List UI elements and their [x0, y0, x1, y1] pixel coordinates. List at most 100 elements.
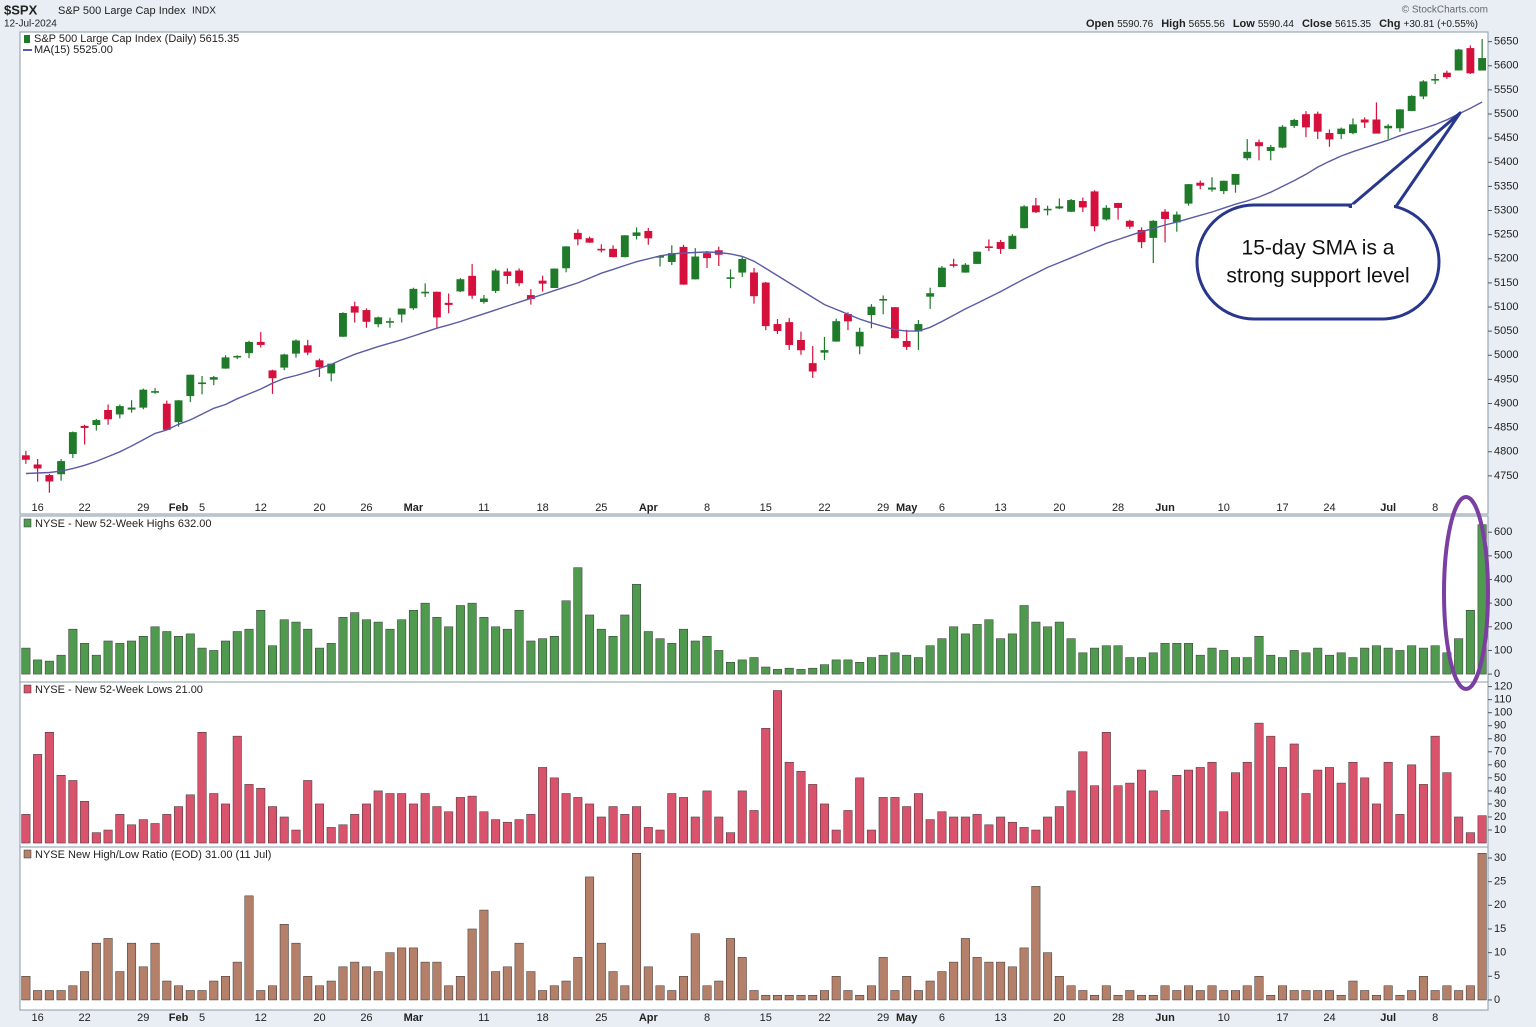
x-tick-label: 8 [1432, 1012, 1438, 1024]
bar [585, 803, 595, 844]
candle-body [1431, 78, 1440, 81]
y-tick-label: 400 [1494, 573, 1512, 585]
legend-entry: NYSE - New 52-Week Lows 21.00 [35, 684, 203, 696]
bar [819, 803, 829, 844]
bar [1148, 790, 1158, 844]
bar [1066, 985, 1076, 1001]
y-tick-label: 120 [1494, 681, 1512, 693]
x-tick-label: 20 [313, 1012, 325, 1024]
x-tick-label: 17 [1276, 502, 1288, 514]
candle-body [562, 246, 571, 269]
bar [690, 933, 700, 1001]
x-tick-label: 24 [1323, 502, 1335, 514]
bar [749, 810, 759, 844]
candle-body [1020, 206, 1029, 229]
bar [866, 657, 876, 675]
bar [632, 583, 642, 675]
bar [1465, 609, 1475, 675]
candle-body [691, 256, 700, 280]
bar [1043, 952, 1053, 1001]
candle-body [1302, 114, 1310, 128]
bar [526, 814, 536, 844]
bar [1442, 772, 1452, 844]
candle-body [973, 251, 982, 264]
y-tick-label: 60 [1494, 759, 1506, 771]
bar [620, 614, 630, 675]
annotation: strong support level [1226, 265, 1409, 288]
bar [326, 980, 336, 1001]
bar [643, 631, 653, 675]
bar [303, 780, 313, 844]
bar [925, 819, 935, 844]
x-tick-label: 11 [478, 502, 489, 514]
bar [350, 961, 360, 1001]
candle-body [820, 350, 829, 353]
legend-entry: NYSE New High/Low Ratio (EOD) 31.00 (11 … [35, 849, 271, 861]
bar [749, 990, 759, 1001]
candle-body [1090, 191, 1099, 227]
bar [432, 961, 442, 1001]
bar [1054, 621, 1064, 675]
candle-body [139, 389, 148, 408]
x-tick-label: 12 [255, 502, 267, 514]
x-tick-label: 24 [1323, 1012, 1335, 1024]
bar [291, 621, 301, 675]
y-tick-label: 5150 [1494, 277, 1518, 289]
bar [56, 990, 66, 1001]
bar [1007, 821, 1017, 844]
candle-body [151, 391, 159, 393]
bar [1078, 652, 1088, 675]
y-tick-label: 5400 [1494, 156, 1518, 168]
candle-body [198, 382, 206, 385]
candle-body [1478, 58, 1487, 71]
bar [1125, 990, 1135, 1001]
candle-body [1360, 119, 1369, 123]
bar [972, 814, 982, 844]
bar [127, 640, 137, 675]
bar [561, 793, 571, 844]
candle-body [1255, 142, 1263, 147]
x-tick-label: 15 [760, 502, 772, 514]
y-tick-label: 5350 [1494, 180, 1518, 192]
candle-body [444, 302, 453, 305]
x-tick-label: 28 [1112, 502, 1124, 514]
bar [1301, 652, 1311, 675]
x-tick-label: Jul [1380, 1012, 1396, 1024]
bar [291, 942, 301, 1001]
bar [1054, 806, 1064, 844]
y-tick-label: 110 [1494, 694, 1512, 706]
bar [538, 767, 548, 844]
bar [808, 994, 818, 1001]
bar [1019, 827, 1029, 844]
x-tick-label: 29 [137, 1012, 149, 1024]
bar [526, 971, 536, 1001]
bar [21, 814, 31, 844]
y-tick-label: 5450 [1494, 132, 1518, 144]
highlight-ellipse [1442, 495, 1490, 691]
candle-body [21, 455, 30, 460]
bar [1160, 643, 1170, 675]
bar [444, 811, 454, 844]
bar [937, 811, 947, 844]
bar [878, 654, 888, 675]
bar [268, 806, 277, 844]
bar [714, 650, 724, 675]
bar [1207, 985, 1217, 1001]
bar [444, 626, 454, 675]
bar [690, 640, 700, 675]
candle-body [1278, 126, 1287, 148]
quote-label: Open [1086, 18, 1114, 30]
bar [1278, 767, 1287, 844]
bar [1113, 645, 1123, 675]
bar [632, 853, 642, 1001]
bar [773, 690, 782, 844]
quote-label: High [1161, 18, 1186, 30]
bar [174, 635, 184, 675]
bar [232, 961, 242, 1001]
bar [1278, 985, 1287, 1001]
bar [1418, 647, 1428, 675]
bar [174, 985, 184, 1001]
bar [279, 619, 289, 675]
bar [350, 814, 360, 844]
bar [1313, 990, 1323, 1001]
